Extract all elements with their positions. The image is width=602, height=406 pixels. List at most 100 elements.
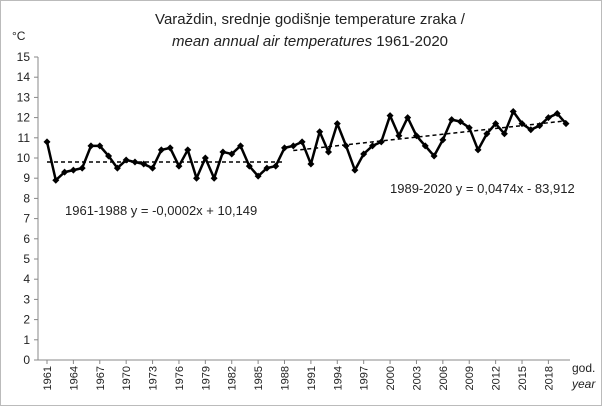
data-point xyxy=(324,148,332,156)
data-point xyxy=(456,118,464,126)
data-point xyxy=(52,176,60,184)
annotation-bg xyxy=(62,200,272,222)
data-point xyxy=(219,148,227,156)
data-point xyxy=(131,158,139,166)
data-point xyxy=(351,166,359,174)
data-point xyxy=(527,126,535,134)
y-tick-label: 9 xyxy=(23,171,30,185)
data-point xyxy=(342,142,350,150)
data-point xyxy=(245,162,253,170)
y-tick-label: 15 xyxy=(17,50,31,64)
data-point xyxy=(377,138,385,146)
x-tick-label: 2009 xyxy=(464,366,476,390)
data-point xyxy=(281,144,289,152)
y-tick-label: 10 xyxy=(17,151,31,165)
data-point xyxy=(175,162,183,170)
data-point xyxy=(395,132,403,140)
data-point xyxy=(149,164,157,172)
data-point xyxy=(412,132,420,140)
data-point xyxy=(386,112,394,120)
x-tick-label: 1967 xyxy=(95,366,107,390)
data-point xyxy=(210,174,218,182)
trend-label: 1989-2020 y = 0,0474x - 83,912 xyxy=(390,181,575,196)
data-point xyxy=(254,172,262,180)
data-point xyxy=(483,130,491,138)
y-tick-label: 5 xyxy=(23,252,30,266)
data-point xyxy=(404,114,412,122)
y-tick-label: 3 xyxy=(23,292,30,306)
y-unit: °C xyxy=(12,29,26,43)
chart-title: Varaždin, srednje godišnje temperature z… xyxy=(155,11,466,28)
data-point xyxy=(78,164,86,172)
data-point xyxy=(122,156,130,164)
data-point xyxy=(509,108,517,116)
data-point xyxy=(474,146,482,154)
data-point xyxy=(289,142,297,150)
y-tick-label: 8 xyxy=(23,191,30,205)
x-tick-label: 2006 xyxy=(438,366,450,390)
data-point xyxy=(166,144,174,152)
data-point xyxy=(184,146,192,154)
y-tick-label: 1 xyxy=(23,333,30,347)
data-point xyxy=(500,130,508,138)
x-tick-label: 2000 xyxy=(385,366,397,390)
x-tick-label: 1970 xyxy=(121,366,133,390)
y-tick-label: 12 xyxy=(17,111,31,125)
data-point xyxy=(448,116,456,124)
data-point xyxy=(430,152,438,160)
x-tick-label: 2018 xyxy=(543,366,555,390)
x-tick-label: 1964 xyxy=(68,366,80,390)
data-point xyxy=(228,150,236,158)
x-tick-label: 1994 xyxy=(332,366,344,390)
data-point xyxy=(61,168,69,176)
y-tick-label: 11 xyxy=(18,131,31,145)
x-tick-label: 1991 xyxy=(306,366,318,390)
x-tick-label: 2003 xyxy=(411,366,423,390)
data-point xyxy=(562,120,570,128)
data-point xyxy=(263,164,271,172)
data-point xyxy=(492,120,500,128)
y-tick-label: 7 xyxy=(23,212,30,226)
data-point xyxy=(272,162,280,170)
x-tick-label: 2012 xyxy=(491,366,503,390)
title-years: 1961-2020 xyxy=(376,33,448,50)
x-label-en: year xyxy=(571,377,596,391)
y-tick-label: 4 xyxy=(23,272,30,286)
y-tick-label: 6 xyxy=(23,232,30,246)
data-point xyxy=(193,174,201,182)
data-point xyxy=(140,160,148,168)
data-point xyxy=(96,142,104,150)
data-point xyxy=(333,120,341,128)
data-point xyxy=(105,152,113,160)
y-tick-label: 14 xyxy=(17,70,31,84)
data-point xyxy=(316,128,324,136)
data-point xyxy=(43,138,51,146)
x-tick-label: 2015 xyxy=(517,366,529,390)
data-point xyxy=(87,142,95,150)
chart-subtitle: mean annual air temperatures 1961-2020 xyxy=(172,33,448,50)
trend-label: 1961-1988 y = -0,0002x + 10,149 xyxy=(65,203,257,218)
x-tick-label: 1985 xyxy=(253,366,265,390)
y-tick-label: 13 xyxy=(17,90,31,104)
x-tick-label: 1997 xyxy=(359,366,371,390)
data-point xyxy=(368,142,376,150)
data-point xyxy=(298,138,306,146)
data-point xyxy=(553,110,561,118)
data-point xyxy=(439,136,447,144)
data-point xyxy=(157,146,165,154)
data-point xyxy=(201,154,209,162)
data-point xyxy=(307,160,315,168)
trend-line xyxy=(293,120,567,152)
data-point xyxy=(518,120,526,128)
data-point xyxy=(69,166,77,174)
x-label: god. xyxy=(572,361,595,375)
data-point xyxy=(360,150,368,158)
y-tick-label: 0 xyxy=(23,353,30,367)
data-point xyxy=(544,114,552,122)
x-tick-label: 1973 xyxy=(148,366,160,390)
data-point xyxy=(421,142,429,150)
data-point xyxy=(113,164,121,172)
x-tick-label: 1988 xyxy=(280,366,292,390)
data-point xyxy=(536,122,544,130)
